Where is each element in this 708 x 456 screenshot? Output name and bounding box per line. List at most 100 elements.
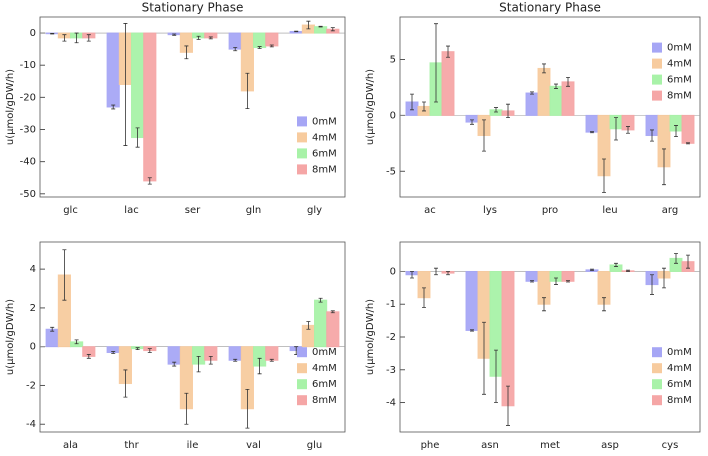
legend-swatch (652, 395, 662, 406)
y-tick-label: 0 (390, 266, 396, 277)
bar (465, 270, 479, 331)
bar (143, 32, 157, 182)
y-tick-label: -50 (20, 189, 36, 200)
error-bar (184, 45, 189, 60)
error-bar (482, 321, 486, 395)
error-bar (542, 63, 546, 74)
y-axis-label: u(μmol/gDW/h) (365, 69, 376, 145)
legend-label: 4mM (667, 363, 692, 374)
legend-swatch (297, 379, 307, 390)
y-axis-label: u(μmol/gDW/h) (5, 299, 16, 375)
error-bar (506, 385, 510, 426)
legend-swatch (652, 363, 662, 374)
error-bar (123, 369, 128, 398)
bar (537, 67, 551, 116)
error-bar (662, 148, 666, 186)
bar (131, 32, 145, 139)
error-bar (147, 177, 152, 185)
error-bar (172, 33, 177, 36)
legend-label: 4mM (312, 132, 337, 143)
legend-swatch (652, 58, 662, 69)
error-bar (602, 297, 606, 312)
legend-label: 6mM (312, 148, 337, 159)
error-bar (686, 142, 690, 145)
error-bar (494, 107, 498, 113)
error-bar (50, 326, 55, 332)
error-bar (554, 277, 558, 285)
y-tick-label: -3 (386, 365, 396, 376)
error-bar (123, 23, 128, 146)
bar (167, 346, 181, 365)
bar (314, 26, 328, 34)
error-bar (590, 268, 594, 271)
error-bar (674, 125, 678, 138)
y-tick-label: 4 (30, 264, 36, 275)
chart-title: Stationary Phase (499, 1, 601, 15)
x-tick-label: arg (662, 205, 678, 216)
error-bar (257, 46, 262, 49)
bar (106, 32, 120, 108)
error-bar (686, 254, 690, 269)
plot-frame (399, 16, 701, 198)
error-bar (674, 253, 678, 264)
legend-swatch (652, 347, 662, 358)
legend-swatch (652, 379, 662, 390)
bar (561, 81, 575, 116)
bar (585, 114, 599, 133)
bar (549, 85, 563, 116)
error-bar (172, 361, 177, 367)
x-tick-label: lac (124, 205, 138, 216)
legend-label: 6mM (312, 379, 337, 390)
x-tick-label: gln (246, 205, 261, 216)
x-tick-label: ile (187, 440, 199, 451)
chart-title: Stationary Phase (142, 1, 244, 15)
bar (525, 92, 539, 116)
bar (525, 270, 539, 282)
y-tick-label: -1 (386, 299, 396, 310)
error-bar (233, 47, 238, 52)
bar (561, 270, 575, 282)
error-bar (330, 310, 335, 314)
bar (45, 328, 59, 348)
legend-swatch (652, 90, 662, 101)
error-bar (306, 321, 311, 330)
error-bar (650, 129, 654, 142)
legend-swatch (297, 116, 307, 127)
error-bar (196, 35, 201, 40)
legend-label: 6mM (667, 75, 692, 86)
error-bar (196, 355, 201, 373)
error-bar (446, 45, 450, 58)
error-bar (245, 72, 250, 110)
x-tick-label: leu (602, 205, 617, 216)
error-bar (269, 358, 274, 362)
error-bar (566, 76, 570, 87)
y-axis-label: u(μmol/gDW/h) (365, 299, 376, 375)
error-bar (542, 297, 546, 312)
x-tick-label: ac (424, 205, 436, 216)
legend-swatch (297, 395, 307, 406)
y-tick-label: 2 (30, 303, 36, 314)
x-tick-label: met (540, 440, 560, 451)
x-tick-label: gly (307, 205, 322, 216)
error-bar (554, 83, 558, 89)
error-bar (470, 329, 474, 332)
x-tick-label: val (246, 440, 261, 451)
error-bar (86, 354, 91, 359)
bar (253, 32, 267, 49)
legend-label: 8mM (312, 164, 337, 175)
legend-label: 0mM (667, 347, 692, 358)
error-bar (506, 103, 510, 119)
x-tick-label: phe (421, 440, 440, 451)
error-bar (446, 271, 450, 276)
bar (265, 32, 279, 47)
legend-swatch (652, 74, 662, 85)
error-bar (422, 101, 426, 112)
bar (501, 270, 515, 407)
error-bar (257, 357, 262, 375)
error-bar (208, 355, 213, 365)
error-bar (614, 117, 618, 141)
error-bar (410, 93, 414, 111)
legend-swatch (652, 42, 662, 53)
error-bar (269, 44, 274, 48)
legend-label: 4mM (312, 363, 337, 374)
